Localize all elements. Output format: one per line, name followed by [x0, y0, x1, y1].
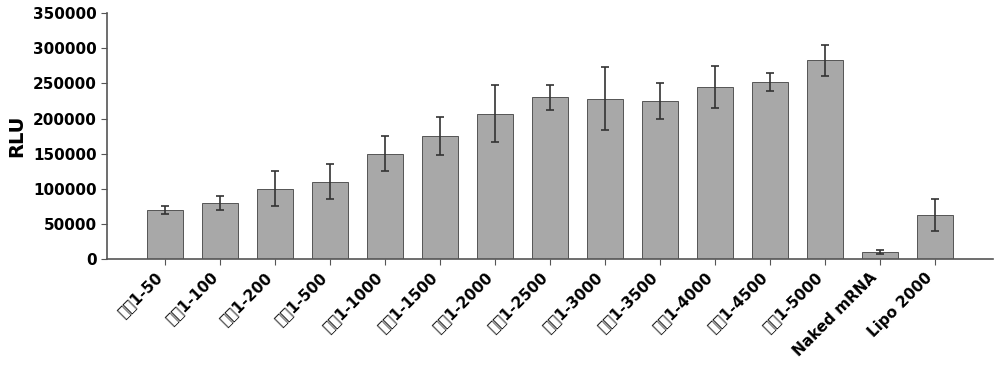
Bar — [532, 97, 568, 259]
Bar — [312, 182, 348, 259]
Bar — [202, 203, 238, 259]
Y-axis label: RLU: RLU — [7, 115, 26, 157]
Bar — [587, 99, 623, 259]
Bar — [917, 215, 953, 259]
Bar — [752, 82, 788, 259]
Bar — [807, 60, 843, 259]
Bar — [367, 154, 403, 259]
Bar — [147, 210, 183, 259]
Bar — [422, 136, 458, 259]
Bar — [642, 101, 678, 259]
Bar — [477, 113, 513, 259]
Bar — [257, 189, 293, 259]
Bar — [862, 252, 898, 259]
Bar — [697, 87, 733, 259]
